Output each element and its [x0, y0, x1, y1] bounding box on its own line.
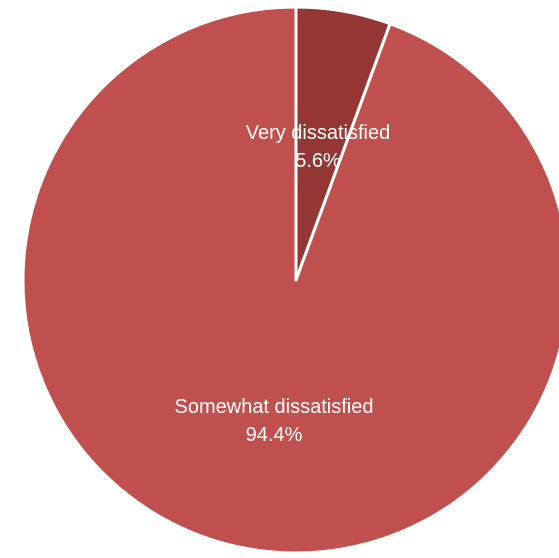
pie-labels: Very dissatisfied 5.6% Somewhat dissatisfi…: [175, 122, 391, 446]
slice-value-somewhat-dissatisfied: 94.4%: [246, 424, 303, 446]
slice-value-very-dissatisfied: 5.6%: [295, 150, 341, 172]
pie-slice-somewhat-dissatisfied: [21, 5, 559, 555]
slice-label-somewhat-dissatisfied: Somewhat dissatisfied: [175, 396, 374, 418]
pie-slices: [21, 5, 559, 555]
slice-label-very-dissatisfied: Very dissatisfied: [246, 122, 391, 144]
